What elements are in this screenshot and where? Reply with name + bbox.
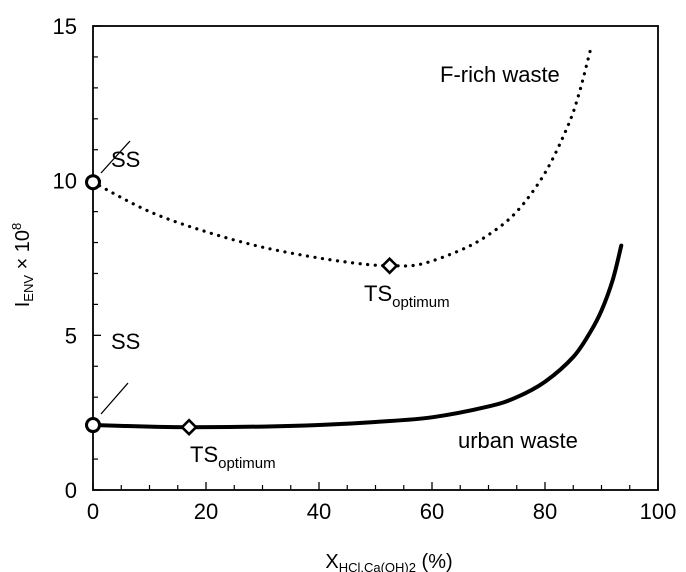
x-tick-label: 20 [194, 499, 218, 524]
ss-upper-leader [100, 140, 131, 174]
data-markers [85, 174, 399, 437]
ts-upper-main: TS [364, 281, 392, 306]
series-line-f-rich-waste [91, 49, 592, 268]
ts-upper-sub: optimum [392, 294, 450, 311]
ss-f-rich-waste-marker [85, 174, 101, 191]
y-tick-label: 15 [53, 14, 77, 39]
x-tick-label: 80 [533, 499, 557, 524]
ss-lower-leader [100, 382, 129, 415]
y-axis-title: IENV × 108 [9, 223, 36, 308]
series-line-urban-waste [91, 243, 624, 430]
ss-lower-label: SS [111, 329, 140, 354]
y-tick-label: 0 [65, 478, 77, 503]
y-axis-title-sup: 8 [9, 223, 24, 230]
y-axis-title-main: I [12, 302, 34, 308]
x-axis-title-main: X [325, 551, 338, 572]
ss-urban-waste-marker [85, 417, 101, 434]
x-tick-label: 100 [640, 499, 677, 524]
x-tick-label: 0 [87, 499, 99, 524]
ts-lower-label: TSoptimum [190, 442, 276, 472]
x-axis-title-unit: (%) [416, 551, 453, 572]
urban-waste-label: urban waste [458, 428, 578, 453]
ts-optimum-urban-waste-marker [180, 418, 198, 437]
x-axis-title-sub: HCl,Ca(OH)2 [339, 560, 416, 572]
x-tick-label: 40 [307, 499, 331, 524]
ts-optimum-f-rich-waste-marker [380, 256, 399, 275]
series-lines [91, 49, 624, 430]
x-axis-title: XHCl,Ca(OH)2 (%) [325, 551, 452, 572]
ts-lower-main: TS [190, 442, 218, 467]
y-axis-title-sub: ENV [21, 275, 36, 302]
ts-lower-sub: optimum [218, 455, 276, 472]
ts-upper-label: TSoptimum [364, 281, 450, 311]
axis-ticks: 0 20 40 60 80 100 0 5 10 15 [53, 14, 677, 524]
ss-upper-label: SS [111, 147, 140, 172]
frich-waste-label: F-rich waste [440, 62, 560, 87]
y-tick-label: 10 [53, 169, 77, 194]
x-tick-label: 60 [420, 499, 444, 524]
y-axis-title-times: × 10 [12, 230, 34, 275]
y-tick-label: 5 [65, 323, 77, 348]
